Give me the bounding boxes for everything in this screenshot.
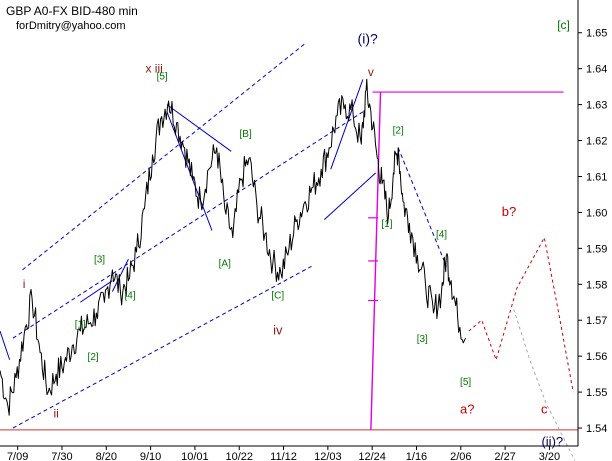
wave-label: [3] [417,334,428,345]
wave-label: [3] [94,255,105,266]
x-tick-label: 10/22 [225,451,253,461]
wave-label: [1] [381,219,392,230]
x-tick-label: 3/20 [539,451,560,461]
wave-label: [5] [460,377,471,388]
y-tick-label: 1.59 [586,243,607,255]
x-axis: 7/09 7/30 8/20 9/10 10/01 10/22 11/12 12/03 12/2… [0,445,578,461]
wave-label: [c] [557,18,570,32]
wave-label: c [541,402,548,417]
edge-line [0,330,11,360]
y-axis: 1.54 1.55 1.56 1.57 1.58 1.59 1.60 1.61 1.62 1.63… [577,0,607,446]
wave-label: v [368,65,374,79]
wave-a-line [166,111,213,231]
wave-label: [A] [219,258,231,269]
projection-line-red [468,236,574,393]
x-tick-label: 12/24 [358,451,386,461]
y-tick-label: 1.54 [586,423,607,435]
wave-label: (i)? [358,31,378,47]
projection-series [468,236,576,461]
trend-channels [0,43,447,429]
wave-c-upper-line [330,79,364,170]
wave-c-line [323,172,377,220]
wave-label: [2] [88,352,99,363]
x-tick-label: 12/03 [314,451,342,461]
x-tick-label: 9/10 [140,451,161,461]
wave-label: [4] [124,291,135,302]
y-tick-label: 1.62 [586,136,607,148]
channel-lower-line [12,265,312,429]
x-tick-label: 7/30 [51,451,72,461]
wave-label: iv [273,323,283,338]
channel-down-line [397,147,447,267]
wave-label: b? [502,204,516,219]
wave-label: [B] [240,129,252,140]
wave-label: [5] [157,71,168,82]
wave-1-line [79,280,113,303]
x-tick-label: 2/27 [494,451,515,461]
chart-title: GBP A0-FX BID-480 min [6,4,138,18]
wave-label: [4] [436,230,447,241]
price-series [0,78,467,416]
x-tick-label: 2/06 [450,451,471,461]
x-tick-label: 7/09 [7,451,28,461]
price-line [0,78,467,416]
wave-label: (ii)? [541,434,563,449]
y-tick-label: 1.63 [586,100,607,112]
y-tick-label: 1.60 [586,207,607,219]
wave-label: ii [54,406,59,420]
projection-line-gray [513,309,576,461]
y-tick-label: 1.55 [586,387,607,399]
y-tick-label: 1.64 [586,64,607,76]
wave-label: i [23,277,26,291]
x-tick-label: 11/12 [270,451,297,461]
wave-label: [1] [75,319,86,330]
wave-label: [C] [271,291,284,302]
wave-labels: [c](i)?vx iii[5][B] [2][1][4]b?[A][C]iv[3… [6,18,570,461]
y-tick-label: 1.57 [586,315,607,327]
x-tick-label: 8/20 [96,451,117,461]
y-tick-label: 1.56 [586,351,607,363]
y-tick-label: 1.65 [586,28,607,40]
wave-label: x iii [145,61,162,75]
y-tick-label: 1.61 [586,171,607,183]
author-label: forDmitry@yahoo.com [16,20,126,32]
reference-lines [0,91,578,431]
wave-3-line [111,258,129,292]
wave-label: [2] [393,125,404,136]
y-tick-label: 1.58 [586,279,607,291]
x-tick-label: 10/01 [181,451,209,461]
wave-label: a? [460,402,474,417]
wave-b-line [166,104,232,152]
channel-upper-line [22,43,306,271]
x-tick-label: 1/16 [406,451,427,461]
